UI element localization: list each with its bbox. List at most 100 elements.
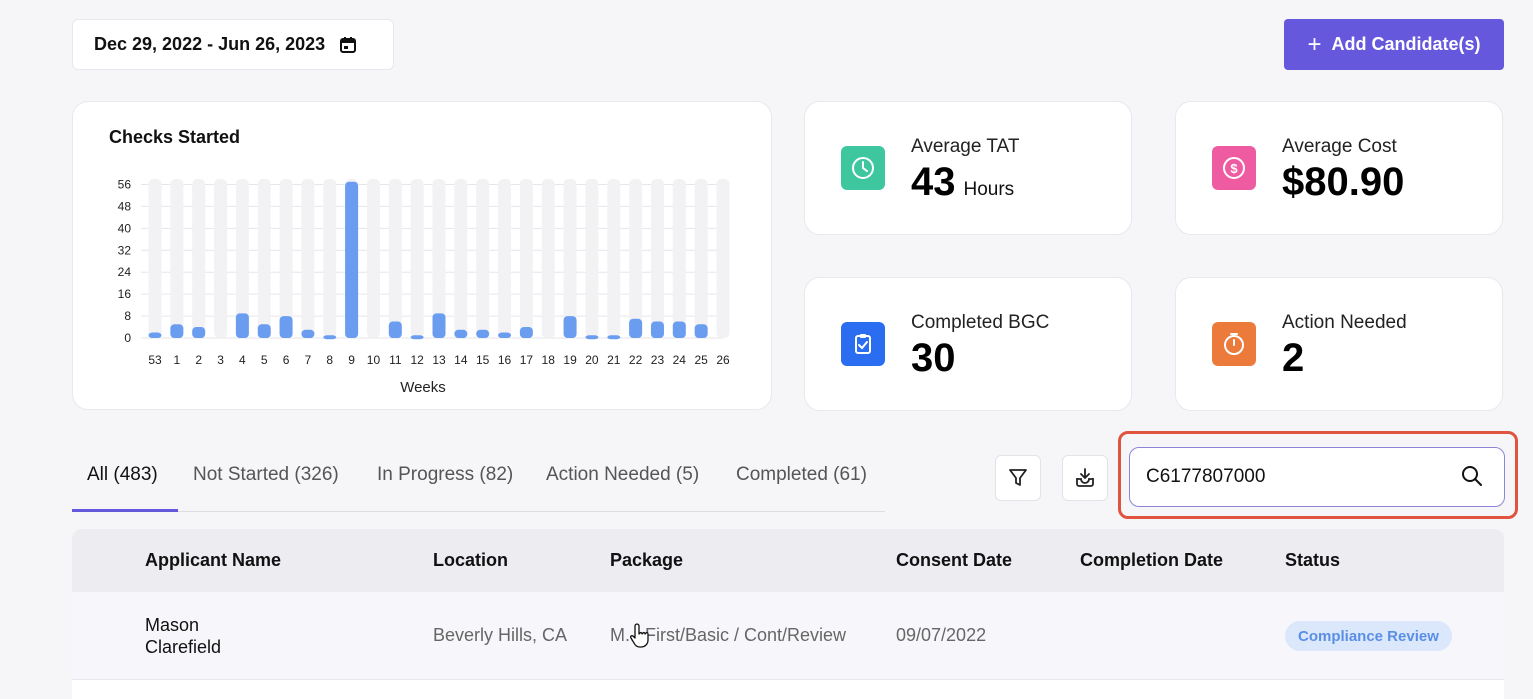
search-input[interactable] (1146, 466, 1446, 488)
bar (345, 181, 359, 338)
clock-icon (841, 146, 885, 190)
x-tick-label: 5 (261, 353, 268, 367)
x-tick-label: 19 (563, 353, 577, 367)
status-badge: Compliance Review (1285, 621, 1452, 651)
bar-track (170, 179, 184, 338)
x-tick-label: 7 (305, 353, 312, 367)
hand-cursor-icon (630, 623, 649, 648)
bar (519, 327, 533, 338)
x-tick-label: 10 (367, 353, 381, 367)
x-tick-label: 26 (716, 353, 730, 367)
bar-track (476, 179, 490, 338)
bar (257, 324, 271, 338)
bar-track (519, 179, 533, 338)
x-tick-label: 3 (217, 353, 224, 367)
bar-track (454, 179, 468, 338)
bar-track (192, 179, 206, 338)
header-completion-date[interactable]: Completion Date (1080, 550, 1224, 570)
bar (235, 313, 249, 338)
header-status[interactable]: Status (1285, 550, 1341, 570)
x-tick-label: 4 (239, 353, 246, 367)
x-tick-label: 1 (174, 353, 181, 367)
x-tick-label: 25 (694, 353, 708, 367)
x-tick-label: 6 (283, 353, 290, 367)
bar-track (650, 179, 664, 338)
bar (563, 316, 577, 338)
download-icon (1076, 468, 1094, 487)
timer-icon (1212, 322, 1256, 366)
completed-bgc-label: Completed BGC (911, 312, 1050, 333)
bar (498, 332, 512, 338)
x-tick-label: 9 (348, 353, 355, 367)
completed-bgc-card: Completed BGC 30 (804, 277, 1132, 411)
x-tick-label: 13 (432, 353, 446, 367)
average-tat-value: 43 Hours (911, 160, 1014, 205)
action-needed-label: Action Needed (1282, 312, 1407, 333)
x-tick-label: 11 (389, 353, 402, 367)
tab-in-progress[interactable]: In Progress (82) (377, 464, 514, 485)
action-needed-card: Action Needed 2 (1175, 277, 1503, 411)
row-location: Beverly Hills, CA (433, 625, 568, 645)
bar (585, 335, 599, 340)
search-box[interactable] (1129, 447, 1505, 507)
tab-all[interactable]: All (483) (87, 464, 158, 485)
x-tick-label: 16 (498, 353, 512, 367)
table-header: Applicant Name Location Package Consent … (72, 529, 1504, 592)
download-button[interactable] (1062, 455, 1108, 501)
row-consent-date: 09/07/2022 (896, 625, 987, 645)
y-tick-label: 48 (118, 199, 132, 213)
header-consent-date[interactable]: Consent Date (896, 550, 1013, 570)
row-package: M... First/Basic / Cont/Review (610, 625, 847, 645)
filter-icon (1009, 469, 1027, 486)
x-tick-label: 8 (326, 353, 333, 367)
x-tick-label: 2 (195, 353, 202, 367)
y-tick-label: 16 (118, 287, 132, 301)
search-highlight (1118, 431, 1518, 519)
bar-track (585, 179, 599, 338)
chart-title: Checks Started (109, 127, 241, 147)
bar-track (301, 179, 315, 338)
bar (694, 324, 708, 338)
header-package[interactable]: Package (610, 550, 684, 570)
bar-track (388, 179, 402, 338)
y-tick-label: 0 (124, 331, 131, 345)
bar (323, 335, 337, 340)
action-needed-value: 2 (1282, 336, 1305, 380)
plus-icon: + (1307, 30, 1322, 58)
filter-button[interactable] (995, 455, 1041, 501)
applicant-last-name: Clarefield (145, 637, 222, 657)
date-range-picker[interactable]: Dec 29, 2022 - Jun 26, 2023 (72, 19, 394, 70)
y-tick-label: 32 (118, 243, 132, 257)
bar (672, 321, 686, 338)
bar (148, 332, 162, 338)
header-location[interactable]: Location (433, 550, 508, 570)
x-tick-label: 23 (651, 353, 665, 367)
y-tick-label: 40 (118, 221, 132, 235)
tab-completed[interactable]: Completed (61) (736, 464, 867, 485)
add-candidate-button[interactable]: + Add Candidate(s) (1284, 19, 1504, 70)
x-tick-label: 18 (542, 353, 556, 367)
average-tat-label: Average TAT (911, 136, 1020, 157)
bar-track (366, 179, 380, 338)
add-candidate-label: Add Candidate(s) (1331, 34, 1481, 54)
completed-bgc-value: 30 (911, 336, 956, 380)
tab-not-started[interactable]: Not Started (326) (193, 464, 339, 485)
applicant-name[interactable]: Mason Clarefield (145, 614, 221, 658)
y-tick-label: 8 (124, 309, 131, 323)
bar-track (432, 179, 446, 338)
bar (170, 324, 184, 338)
status-tabs: All (483) Not Started (326) In Progress … (72, 452, 885, 512)
search-icon[interactable] (1460, 464, 1484, 488)
table-row[interactable]: Mason Clarefield Beverly Hills, CA M... … (72, 592, 1504, 680)
bar-track (607, 179, 621, 338)
bar-track (148, 179, 162, 338)
x-tick-label: 21 (607, 353, 621, 367)
tab-action-needed[interactable]: Action Needed (5) (546, 464, 700, 485)
bar-track (235, 179, 249, 338)
header-applicant-name[interactable]: Applicant Name (145, 550, 282, 570)
bar-track (323, 179, 337, 338)
bar-track (541, 179, 555, 338)
bar-track (694, 179, 708, 338)
bar-track (279, 179, 293, 338)
